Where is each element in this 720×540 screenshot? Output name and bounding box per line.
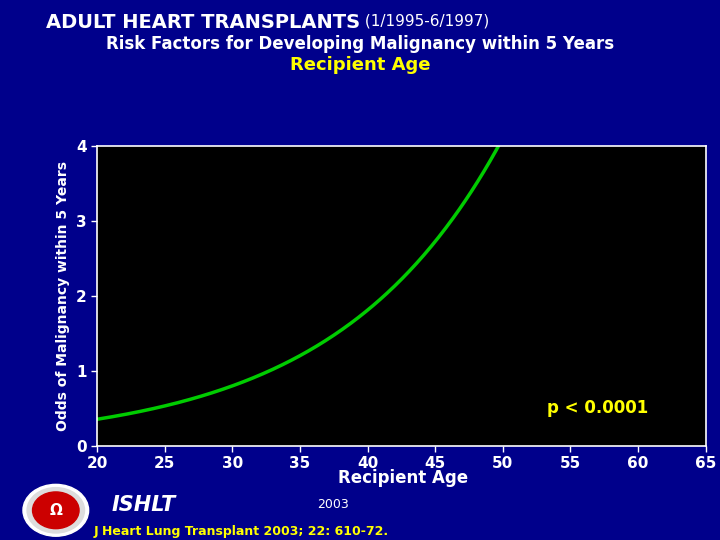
Y-axis label: Odds of Malignancy within 5 Years: Odds of Malignancy within 5 Years — [56, 160, 71, 431]
Text: p < 0.0001: p < 0.0001 — [546, 399, 648, 417]
Circle shape — [27, 488, 84, 533]
Text: 2003: 2003 — [317, 498, 348, 511]
Circle shape — [23, 484, 89, 536]
Circle shape — [32, 492, 79, 529]
Text: Risk Factors for Developing Malignancy within 5 Years: Risk Factors for Developing Malignancy w… — [106, 35, 614, 53]
Text: ADULT HEART TRANSPLANTS: ADULT HEART TRANSPLANTS — [46, 14, 360, 32]
Text: Ω: Ω — [50, 503, 62, 518]
Text: ISHLT: ISHLT — [112, 495, 176, 515]
Text: Recipient Age: Recipient Age — [338, 469, 468, 487]
Text: Recipient Age: Recipient Age — [289, 56, 431, 73]
Text: (1/1995-6/1997): (1/1995-6/1997) — [360, 14, 490, 29]
Text: J Heart Lung Transplant 2003; 22: 610-72.: J Heart Lung Transplant 2003; 22: 610-72… — [94, 525, 389, 538]
